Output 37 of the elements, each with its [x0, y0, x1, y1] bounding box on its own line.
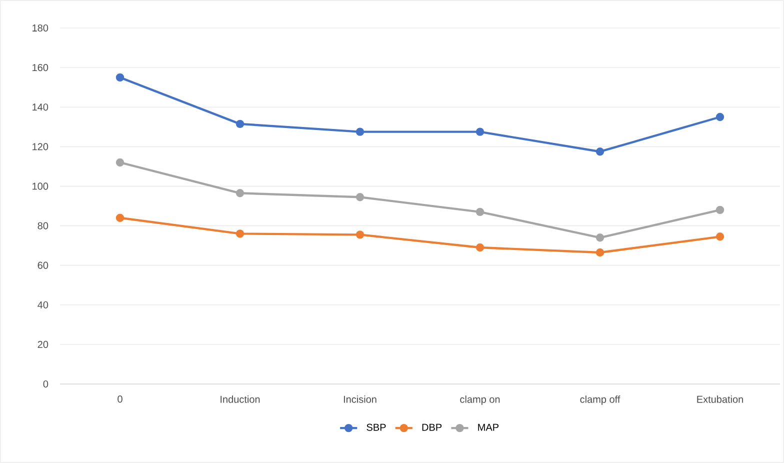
x-tick-label: Induction [220, 396, 260, 403]
y-tick-label: 180 [32, 24, 48, 32]
y-tick-label: 120 [32, 143, 48, 150]
point [596, 148, 604, 156]
point [236, 230, 244, 238]
x-tick-label: Incision [344, 396, 376, 403]
y-tick-label: 80 [38, 222, 48, 230]
point [716, 112, 724, 122]
x-tick-label: 0 [118, 396, 122, 403]
y-tick-label: 20 [38, 340, 48, 348]
point [116, 214, 124, 222]
point [236, 120, 244, 128]
point [476, 243, 484, 252]
point [596, 234, 604, 242]
y-tick-label: 0 [43, 380, 48, 388]
y-tick-label: 60 [38, 262, 48, 269]
y-tick-label: 40 [38, 301, 48, 308]
point [716, 206, 724, 214]
y-tick-label: 160 [32, 64, 48, 72]
legend-label: MAP [478, 424, 499, 431]
x-tick-label: Extubation [697, 396, 743, 403]
point [356, 192, 364, 202]
point [116, 73, 124, 82]
x-tick-label: clamp on [460, 396, 500, 405]
point [356, 128, 364, 136]
x-tick-label: clamp off [580, 396, 620, 405]
point [236, 189, 244, 198]
legend-label: SBP [366, 424, 386, 431]
point [716, 232, 724, 241]
point [116, 158, 124, 167]
legend-label: DBP [422, 424, 442, 431]
point [476, 128, 484, 136]
point [596, 248, 604, 257]
y-tick-label: 140 [32, 104, 48, 111]
point [356, 230, 364, 239]
y-tick-label: 100 [32, 182, 48, 190]
point [476, 208, 484, 216]
